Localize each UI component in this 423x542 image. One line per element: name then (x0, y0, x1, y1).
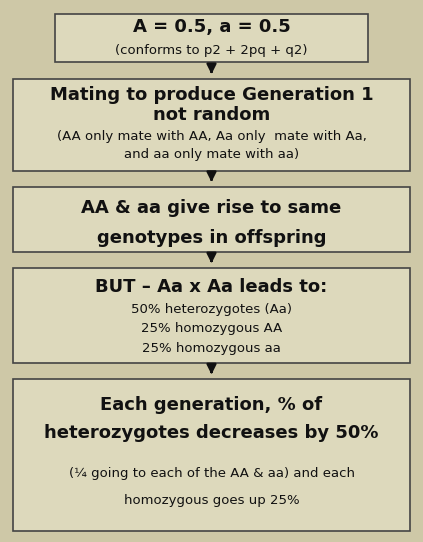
Text: Each generation, % of: Each generation, % of (100, 396, 323, 414)
FancyBboxPatch shape (13, 379, 410, 531)
Text: 25% homozygous aa: 25% homozygous aa (142, 343, 281, 356)
Text: (¼ going to each of the AA & aa) and each: (¼ going to each of the AA & aa) and eac… (69, 467, 354, 480)
Text: heterozygotes decreases by 50%: heterozygotes decreases by 50% (44, 423, 379, 442)
Text: 50% heterozygotes (Aa): 50% heterozygotes (Aa) (131, 302, 292, 315)
Text: (AA only mate with AA, Aa only  mate with Aa,: (AA only mate with AA, Aa only mate with… (57, 130, 366, 143)
Text: A = 0.5, a = 0.5: A = 0.5, a = 0.5 (133, 18, 290, 36)
Text: not random: not random (153, 106, 270, 125)
Text: 25% homozygous AA: 25% homozygous AA (141, 322, 282, 335)
Text: homozygous goes up 25%: homozygous goes up 25% (124, 494, 299, 507)
Text: and aa only mate with aa): and aa only mate with aa) (124, 147, 299, 160)
Text: BUT – Aa x Aa leads to:: BUT – Aa x Aa leads to: (95, 278, 328, 296)
Text: genotypes in offspring: genotypes in offspring (97, 229, 326, 247)
Text: (conforms to p2 + 2pq + q2): (conforms to p2 + 2pq + q2) (115, 44, 308, 56)
FancyBboxPatch shape (55, 14, 368, 62)
FancyBboxPatch shape (13, 79, 410, 171)
FancyBboxPatch shape (13, 268, 410, 363)
Text: AA & aa give rise to same: AA & aa give rise to same (81, 199, 342, 217)
FancyBboxPatch shape (13, 187, 410, 252)
Text: Mating to produce Generation 1: Mating to produce Generation 1 (49, 86, 374, 104)
